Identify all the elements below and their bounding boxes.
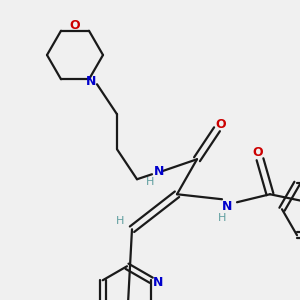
Text: H: H bbox=[146, 177, 154, 187]
Text: O: O bbox=[216, 118, 226, 131]
Text: N: N bbox=[222, 200, 232, 213]
Text: H: H bbox=[116, 216, 124, 226]
Text: N: N bbox=[153, 276, 164, 289]
Text: N: N bbox=[86, 75, 96, 88]
Text: N: N bbox=[154, 165, 164, 178]
Text: O: O bbox=[253, 146, 263, 159]
Text: H: H bbox=[218, 213, 226, 223]
Text: O: O bbox=[70, 19, 80, 32]
